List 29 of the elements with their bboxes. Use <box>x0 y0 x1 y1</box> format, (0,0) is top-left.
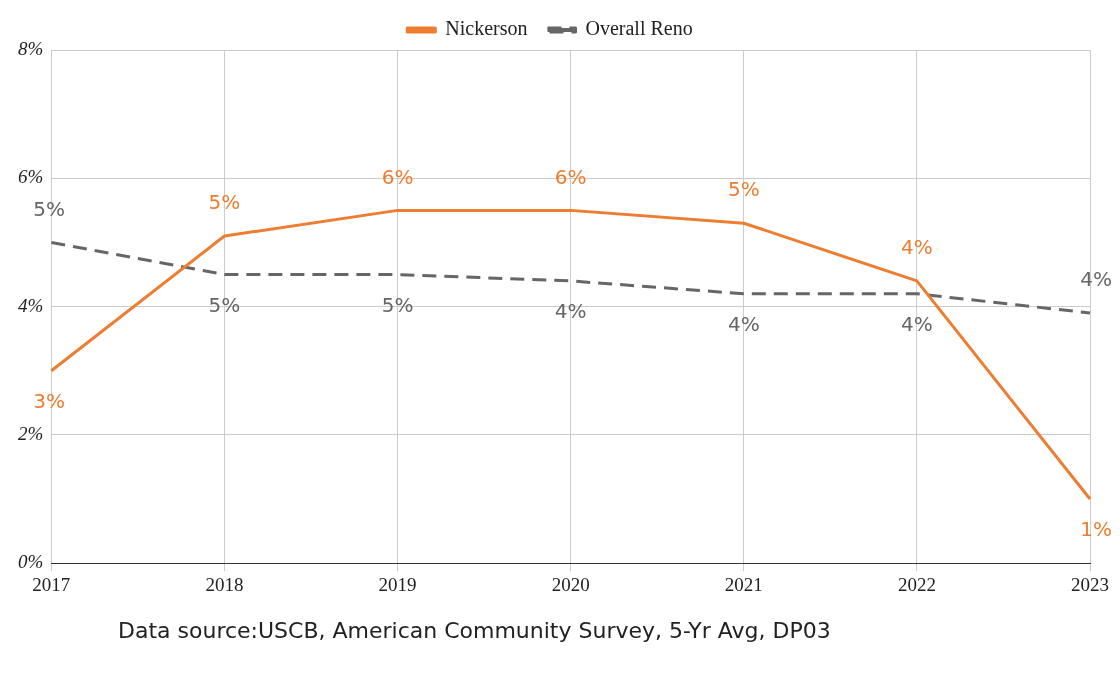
x-tick-label: 2021 <box>724 573 763 595</box>
data-label: 4% <box>901 235 933 260</box>
data-label: 5% <box>33 196 66 221</box>
data-label: 5% <box>208 292 241 317</box>
legend-label: Nickerson <box>445 17 528 40</box>
data-label: 1% <box>1080 517 1112 542</box>
data-label: 4% <box>1080 267 1112 292</box>
y-tick-label: 4% <box>18 294 44 316</box>
data-label: 4% <box>727 311 760 336</box>
y-tick-label: 2% <box>18 422 44 444</box>
data-label: 5% <box>208 190 241 215</box>
data-label: 3% <box>33 388 66 413</box>
data-label: 6% <box>554 164 587 189</box>
x-tick-label: 2020 <box>551 573 590 595</box>
data-label: 6% <box>381 164 414 189</box>
y-tick-label: 6% <box>18 166 44 188</box>
x-tick-label: 2018 <box>205 573 244 595</box>
x-tick-label: 2022 <box>897 573 936 595</box>
data-label: 4% <box>901 311 933 336</box>
x-tick-label: 2019 <box>378 573 417 595</box>
source-note: Data source:USCB, American Community Survey, 5-Yr Avg, DP03 <box>118 618 832 643</box>
data-label: 4% <box>554 299 587 324</box>
x-tick-label: 2023 <box>1071 573 1109 595</box>
x-tick-label: 2017 <box>32 573 71 595</box>
data-label: 5% <box>381 292 414 317</box>
data-label: 5% <box>727 177 760 202</box>
y-tick-label: 8% <box>18 38 44 59</box>
y-tick-label: 0% <box>18 551 44 573</box>
legend-label: Overall Reno <box>585 17 693 40</box>
